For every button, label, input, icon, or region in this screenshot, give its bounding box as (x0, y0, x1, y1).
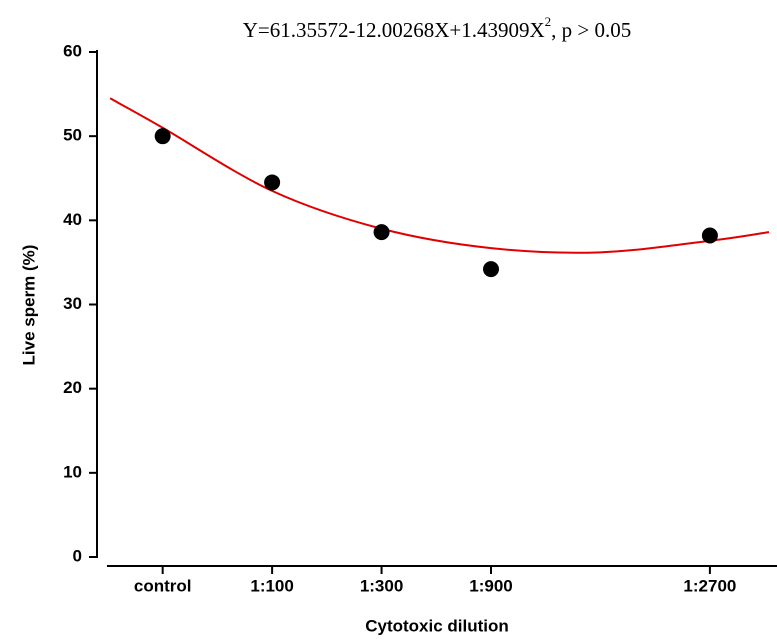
y-tick-label: 0 (73, 546, 82, 565)
x-tick-label: 1:2700 (683, 576, 736, 595)
x-axis-label: Cytotoxic dilution (365, 616, 509, 635)
title-sup: 2 (545, 14, 552, 29)
x-tick-label: control (134, 576, 192, 595)
y-tick-label: 50 (63, 126, 82, 145)
data-point (264, 174, 281, 191)
data-point (701, 227, 718, 244)
data-point (483, 261, 500, 278)
y-tick-label: 60 (63, 41, 82, 60)
data-point (373, 224, 390, 241)
data-point (154, 128, 171, 145)
x-tick-label: 1:900 (469, 576, 512, 595)
chart-title: Y=61.35572-12.00268X+1.43909X2, p > 0.05 (243, 14, 632, 42)
fit-curve (109, 97, 770, 254)
x-tick-label: 1:100 (250, 576, 293, 595)
y-tick-label: 10 (63, 462, 82, 481)
title-main: Y=61.35572-12.00268X+1.43909X (243, 18, 545, 42)
y-tick-label: 20 (63, 378, 82, 397)
x-tick-label: 1:300 (360, 576, 403, 595)
y-tick-label: 30 (63, 294, 82, 313)
y-axis-label: Live sperm (%) (19, 245, 38, 366)
y-tick-label: 40 (63, 210, 82, 229)
title-end: , p > 0.05 (551, 18, 631, 42)
